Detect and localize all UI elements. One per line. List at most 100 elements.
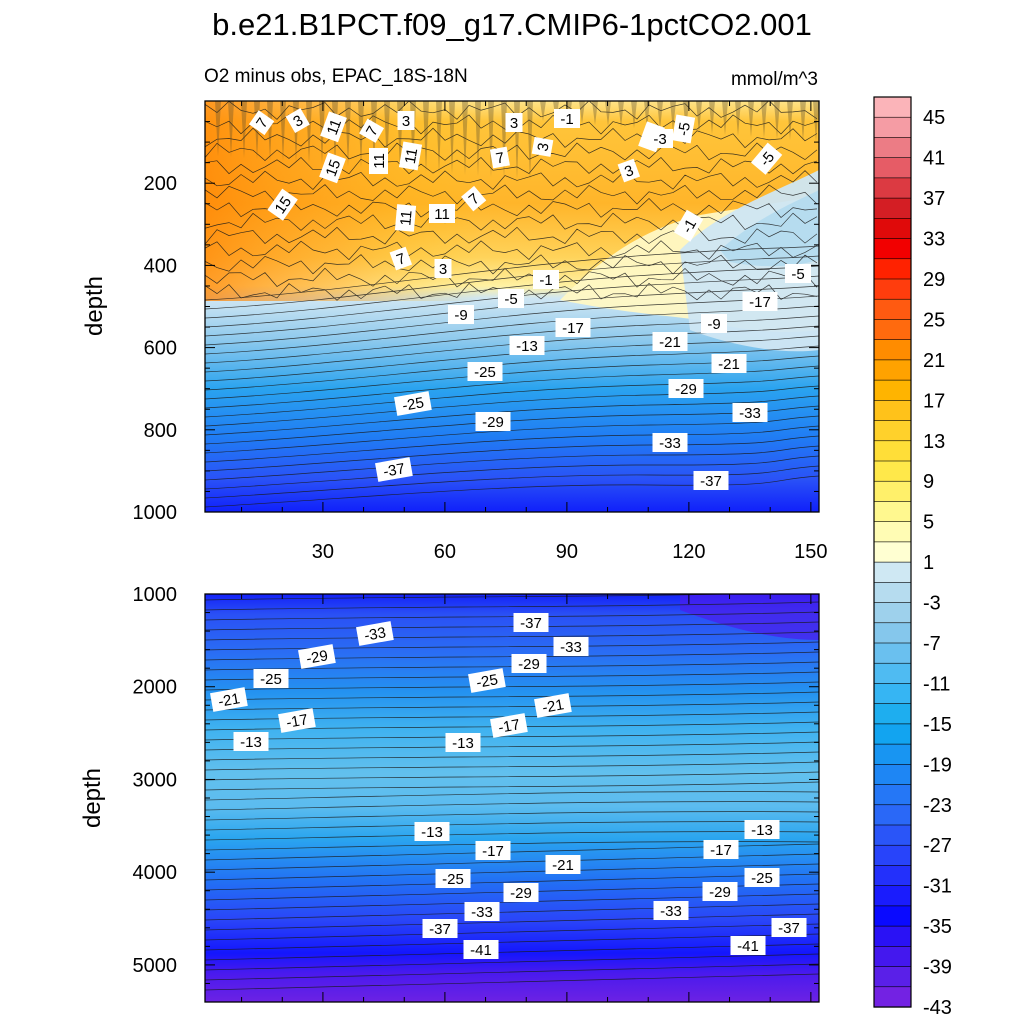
contour-label: -17	[555, 318, 591, 337]
contour-label-box	[389, 246, 413, 271]
contour-label-text: -33	[471, 904, 493, 921]
colorbar-swatch	[873, 197, 912, 219]
contour-label-box	[742, 292, 778, 311]
upper-streak	[540, 101, 546, 121]
upper-streak	[644, 101, 650, 129]
contour-label-text: -29	[305, 647, 329, 668]
contour-label-box	[429, 204, 455, 223]
contour-label: -17	[490, 713, 528, 738]
contour-label-text: -29	[518, 656, 540, 673]
contour-label: -3	[647, 129, 673, 148]
colorbar-swatch	[873, 238, 912, 260]
contour-label-text: -21	[541, 696, 565, 717]
upper-contour	[205, 325, 819, 373]
contour-label-text: -29	[709, 884, 731, 901]
contour-label: -9	[701, 314, 727, 333]
contour-label: -5	[498, 289, 524, 308]
contour-label-text: 7	[495, 149, 506, 167]
upper-streak	[488, 101, 494, 177]
upper-contour-wavy	[205, 240, 818, 261]
upper-contour	[205, 435, 819, 472]
contour-label-box	[356, 621, 394, 646]
contour-label: -13	[445, 733, 481, 752]
lower-contour	[205, 661, 819, 671]
contour-label-box	[534, 693, 572, 718]
contour-label-text: -37	[520, 615, 542, 632]
lower-contour	[205, 771, 819, 781]
contour-label-box	[448, 305, 474, 324]
contour-label-box	[414, 822, 450, 841]
colorbar-tick-label: 25	[923, 309, 945, 331]
colorbar-swatch	[873, 298, 912, 321]
contour-label: -25	[468, 668, 506, 693]
contour-label-box	[375, 457, 413, 482]
contour-label: 3	[617, 158, 641, 183]
contour-label-box	[445, 733, 481, 752]
contour-label-box	[701, 314, 727, 333]
contour-label: -21	[210, 687, 248, 712]
upper-contour	[205, 445, 819, 481]
y-tick-label: 600	[144, 338, 177, 360]
contour-label-text: -5	[791, 266, 804, 283]
contour-label: -37	[375, 457, 413, 482]
contour-label: -25	[394, 391, 432, 416]
colorbar-swatch	[873, 784, 912, 806]
lower-contour	[205, 631, 819, 641]
contour-label-text: -37	[778, 920, 800, 937]
colorbar-swatch	[873, 582, 912, 604]
upper-streak	[735, 101, 741, 136]
contour-label-text: 3	[402, 113, 410, 130]
colorbar-swatch	[873, 905, 912, 927]
upper-contour	[205, 295, 819, 346]
upper-contour-lines	[205, 101, 819, 508]
x-tick-label: 150	[794, 541, 827, 563]
contour-label-box	[545, 855, 581, 874]
upper-contour-labels: 731173-1151111373-1-5-515111173-3-173-1-…	[248, 108, 811, 490]
contour-label-text: -37	[382, 460, 406, 481]
lower-contour	[205, 811, 819, 821]
colorbar-swatch	[873, 339, 912, 361]
lower-axis-ticks: 1000 2000 3000 4000 5000	[133, 584, 819, 1003]
contour-label-box	[490, 713, 528, 738]
upper-streak	[449, 101, 455, 174]
lower-contour	[205, 781, 819, 791]
colorbar-swatch	[873, 319, 912, 341]
upper-streak	[306, 101, 312, 163]
contour-label: 7	[359, 118, 385, 143]
contour-label-box	[511, 654, 547, 673]
contour-label-text: -17	[710, 842, 732, 859]
contour-label-box	[398, 141, 423, 171]
colorbar-swatch	[873, 278, 912, 300]
contour-label: -25	[467, 362, 503, 381]
contour-label-box	[467, 362, 503, 381]
contour-label-text: -13	[516, 338, 538, 355]
contour-label-box	[647, 129, 673, 148]
colorbar-swatch	[873, 561, 912, 583]
upper-streak	[384, 101, 390, 169]
colorbar-tick-label: -23	[923, 795, 952, 817]
contour-label: 3	[285, 108, 310, 134]
contour-label-text: 15	[272, 194, 295, 217]
colorbar-swatch	[873, 258, 912, 280]
contour-label-box	[744, 820, 780, 839]
contour-label-text: -13	[421, 824, 443, 841]
contour-label: -21	[534, 693, 572, 718]
contour-label-box	[489, 146, 510, 169]
upper-contour	[205, 345, 819, 391]
colorbar-swatch	[873, 622, 912, 644]
upper-contour-wavy	[205, 254, 818, 275]
upper-contour-wavy	[205, 127, 818, 149]
x-tick-label: 90	[556, 541, 578, 563]
upper-contour	[205, 285, 819, 337]
contour-label-box	[531, 136, 554, 157]
colorbar-swatch	[873, 743, 912, 765]
contour-label-text: -17	[497, 716, 521, 737]
colorbar	[873, 96, 912, 1008]
contour-label: -17	[703, 840, 739, 859]
contour-label-box	[468, 668, 506, 693]
contour-label-box	[359, 118, 385, 143]
colorbar-tick-label: 37	[923, 188, 945, 210]
upper-streak	[215, 101, 221, 156]
upper-contour	[205, 315, 819, 364]
colorbar-swatch	[873, 359, 912, 381]
